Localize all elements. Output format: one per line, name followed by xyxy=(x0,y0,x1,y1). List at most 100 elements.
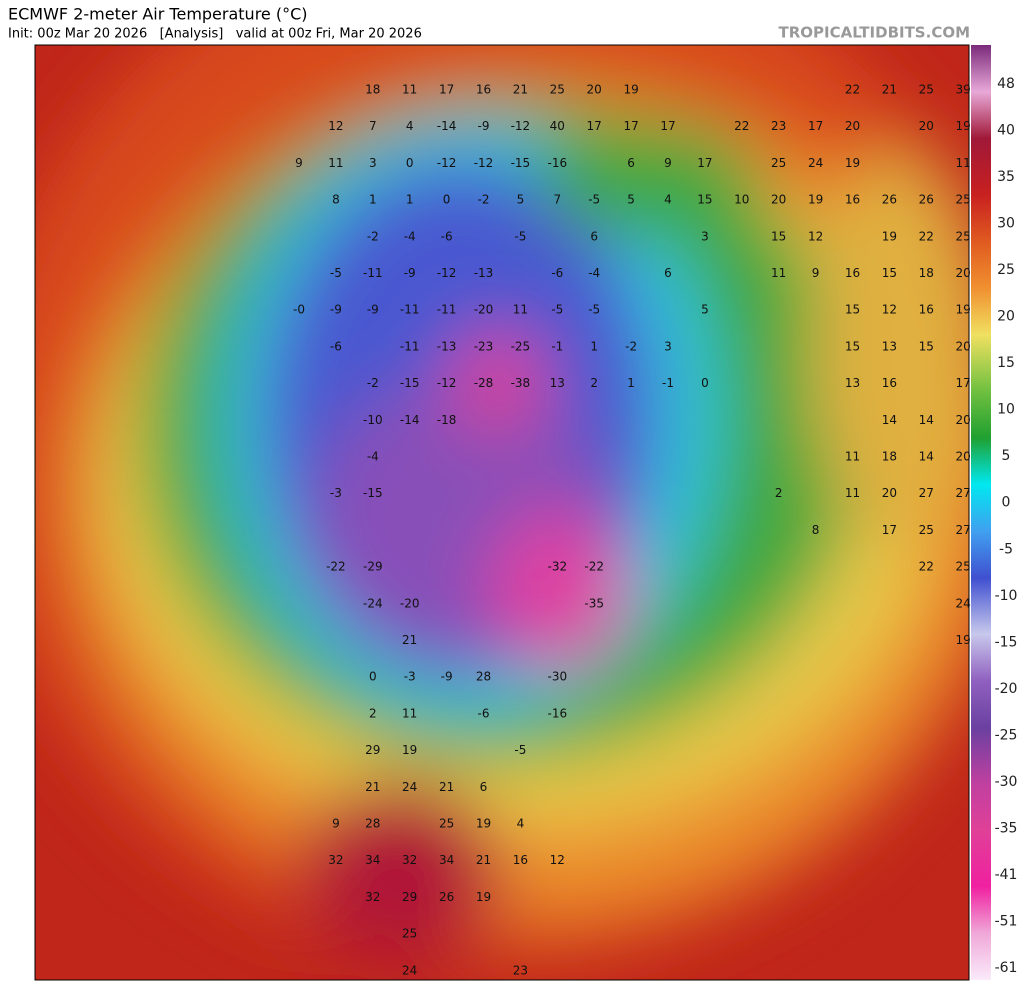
temperature-label: 34 xyxy=(365,853,380,867)
colorbar-label: 25 xyxy=(997,262,1015,278)
temperature-label: -5 xyxy=(514,743,526,757)
temperature-label: 6 xyxy=(664,266,672,280)
temperature-label: 21 xyxy=(439,780,454,794)
temperature-label: 17 xyxy=(697,156,712,170)
temperature-label: -11 xyxy=(400,339,420,353)
temperature-label: -15 xyxy=(511,156,531,170)
temperature-label: 19 xyxy=(956,119,971,133)
temperature-label: 20 xyxy=(845,119,860,133)
temperature-label: 17 xyxy=(439,83,454,97)
temperature-label: 24 xyxy=(956,596,971,610)
colorbar-label: -51 xyxy=(995,913,1018,929)
temperature-label: 0 xyxy=(701,376,709,390)
temperature-label: -3 xyxy=(404,670,416,684)
temperature-label: 11 xyxy=(771,266,786,280)
temperature-label: 25 xyxy=(771,156,786,170)
temperature-label: 25 xyxy=(550,83,565,97)
colorbar-label: 0 xyxy=(1002,495,1011,511)
temperature-label: 11 xyxy=(956,156,971,170)
temperature-label: -24 xyxy=(363,596,383,610)
temperature-label: 17 xyxy=(882,523,897,537)
temperature-label: 20 xyxy=(956,266,971,280)
temperature-label: 14 xyxy=(882,413,897,427)
temperature-label: 22 xyxy=(734,119,749,133)
temperature-label: -0 xyxy=(293,303,305,317)
colorbar-label: 5 xyxy=(1002,448,1011,464)
temperature-label: 16 xyxy=(882,376,897,390)
colorbar-label: 35 xyxy=(997,169,1015,185)
temperature-label: -22 xyxy=(326,560,346,574)
temperature-label: -4 xyxy=(367,450,379,464)
temperature-label: 26 xyxy=(919,193,934,207)
temperature-label: -28 xyxy=(474,376,494,390)
temperature-label: 19 xyxy=(476,890,491,904)
temperature-label: 19 xyxy=(402,743,417,757)
temperature-label: -11 xyxy=(437,303,457,317)
temperature-label: 11 xyxy=(513,303,528,317)
colorbar-label: 15 xyxy=(997,355,1015,371)
colorbar-label: 10 xyxy=(997,402,1015,418)
temperature-label: 17 xyxy=(808,119,823,133)
temperature-label: 25 xyxy=(956,193,971,207)
temperature-label: 21 xyxy=(882,83,897,97)
temperature-label: 12 xyxy=(808,229,823,243)
colorbar-label: -10 xyxy=(995,588,1018,604)
temperature-label: 18 xyxy=(365,83,380,97)
temperature-label: 20 xyxy=(771,193,786,207)
temperature-label: 29 xyxy=(365,743,380,757)
temperature-label: 20 xyxy=(587,83,602,97)
temperature-label: -12 xyxy=(437,156,457,170)
temperature-label: 25 xyxy=(402,927,417,941)
temperature-label: 21 xyxy=(365,780,380,794)
temperature-label: -18 xyxy=(437,413,457,427)
temperature-label: 14 xyxy=(919,413,934,427)
temperature-label: 2 xyxy=(775,486,783,500)
temperature-label: 13 xyxy=(882,339,897,353)
temperature-label: -9 xyxy=(330,303,342,317)
subtitle: Init: 00z Mar 20 2026 [Analysis] valid a… xyxy=(8,27,422,42)
temperature-label: -20 xyxy=(400,596,420,610)
temperature-label: 1 xyxy=(590,339,598,353)
temperature-label: 10 xyxy=(734,193,749,207)
temperature-label: 2 xyxy=(590,376,598,390)
temperature-label: 3 xyxy=(369,156,377,170)
temperature-label: 16 xyxy=(845,266,860,280)
temperature-label: 16 xyxy=(845,193,860,207)
temperature-label: -2 xyxy=(625,339,637,353)
temperature-label: -12 xyxy=(437,266,457,280)
temperature-label: 0 xyxy=(443,193,451,207)
temperature-label: 29 xyxy=(402,890,417,904)
temperature-label: 24 xyxy=(402,963,417,977)
temperature-label: -5 xyxy=(330,266,342,280)
temperature-label: -6 xyxy=(478,706,490,720)
temperature-label: -6 xyxy=(551,266,563,280)
temperature-label: -4 xyxy=(404,229,416,243)
temperature-label: -16 xyxy=(547,706,567,720)
colorbar-label: 40 xyxy=(997,123,1015,139)
temperature-label: -2 xyxy=(478,193,490,207)
colorbar-label: -20 xyxy=(995,681,1018,697)
temperature-label: -6 xyxy=(441,229,453,243)
temperature-label: 27 xyxy=(956,486,971,500)
temperature-label: 14 xyxy=(919,450,934,464)
temperature-label: 4 xyxy=(664,193,672,207)
temperature-label: 1 xyxy=(369,193,377,207)
temperature-label: 19 xyxy=(956,303,971,317)
temperature-label: 12 xyxy=(882,303,897,317)
temperature-label: 24 xyxy=(402,780,417,794)
temperature-label: 15 xyxy=(845,339,860,353)
temperature-label: 20 xyxy=(919,119,934,133)
temperature-label: 32 xyxy=(402,853,417,867)
temperature-label: -29 xyxy=(363,560,383,574)
temperature-label: 23 xyxy=(771,119,786,133)
temperature-label: 8 xyxy=(812,523,820,537)
temperature-label: 22 xyxy=(919,229,934,243)
temperature-label: 25 xyxy=(919,83,934,97)
temperature-label: 3 xyxy=(664,339,672,353)
temperature-label: 28 xyxy=(365,817,380,831)
temperature-label: 9 xyxy=(812,266,820,280)
temperature-label: 18 xyxy=(882,450,897,464)
temperature-label: 5 xyxy=(627,193,635,207)
temperature-label: -14 xyxy=(437,119,457,133)
temperature-label: 19 xyxy=(845,156,860,170)
